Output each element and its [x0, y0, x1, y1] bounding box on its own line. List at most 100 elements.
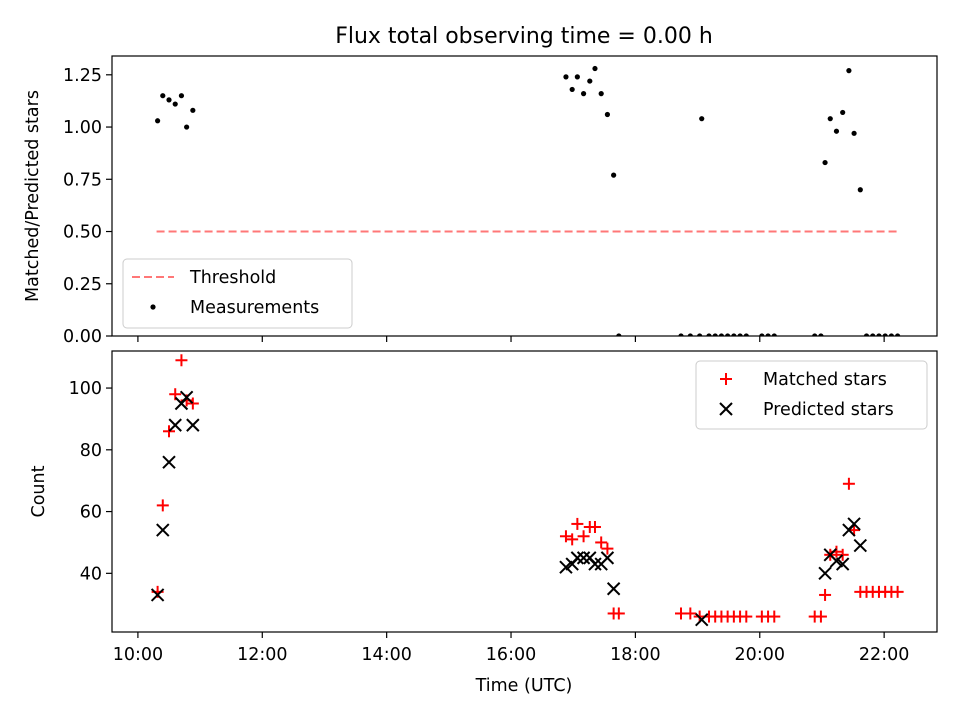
predicted-star-point — [186, 418, 200, 432]
measurement-point — [706, 333, 712, 336]
x-tick-label: 22:00 — [859, 645, 909, 665]
measurement-point — [870, 333, 876, 336]
matched-star-point — [601, 542, 614, 555]
measurement-point — [731, 333, 737, 336]
matched-star-point — [891, 585, 904, 598]
measurement-point — [771, 333, 777, 336]
y-tick-label: 1.00 — [63, 118, 102, 138]
measurement-point — [580, 91, 587, 97]
matched-star-point — [559, 530, 572, 543]
measurement-point — [725, 333, 731, 336]
y-tick-label: 1.25 — [63, 66, 102, 86]
measurement-point — [895, 333, 901, 336]
matched-star-point — [571, 517, 584, 530]
measurement-point — [718, 333, 725, 336]
y-tick-label: 100 — [69, 379, 102, 399]
matched-star-point — [175, 354, 188, 367]
measurement-point — [888, 333, 894, 336]
predicted-star-point — [588, 557, 602, 571]
y-tick-label: 80 — [80, 441, 102, 461]
measurement-point — [697, 333, 703, 336]
measurement-point — [155, 118, 161, 124]
measurement-point — [827, 116, 833, 122]
y-tick-label: 0.75 — [63, 170, 102, 190]
matched-star-point — [768, 610, 781, 623]
measurement-point — [840, 109, 846, 116]
measurement-point — [611, 172, 617, 178]
predicted-star-point — [576, 551, 591, 565]
matched-star-point — [740, 610, 753, 623]
matched-star-point — [163, 425, 176, 438]
predicted-star-point — [695, 612, 709, 627]
measurement-point — [876, 333, 882, 336]
measurement-point — [833, 128, 840, 134]
measurement-point — [818, 333, 824, 336]
matched-star-point — [595, 536, 608, 549]
x-tick-label: 18:00 — [610, 645, 660, 665]
count-y-axis-label: Count — [29, 465, 49, 517]
predicted-star-point — [168, 418, 182, 432]
predicted-legend-swatch — [719, 402, 733, 416]
measurements-legend-label: Measurements — [190, 298, 319, 318]
measurement-point — [184, 124, 190, 130]
measurement-point — [737, 333, 743, 336]
ratio-legend: Threshold Measurements — [122, 258, 353, 329]
measurement-point — [882, 333, 888, 336]
predicted-star-point — [847, 517, 861, 531]
count-plot-area: 40 60 80 100 10:00 12:00 14:00 16:00 18:00 20:00 2… — [69, 350, 938, 665]
measurement-point — [574, 74, 580, 80]
matched-star-point — [842, 477, 855, 490]
measurement-point — [699, 116, 705, 122]
x-axis-label: Time (UTC) — [475, 676, 573, 696]
x-tick-label: 12:00 — [237, 645, 287, 665]
measurement-point — [598, 91, 604, 97]
y-tick-label: 60 — [80, 503, 102, 523]
predicted-star-point — [156, 523, 170, 537]
measurements-legend-swatch — [150, 304, 156, 310]
matched-star-point — [577, 530, 590, 543]
measurement-point — [846, 68, 852, 74]
matched-star-point — [814, 610, 827, 623]
y-tick-label: 0.25 — [63, 275, 102, 295]
measurement-point — [160, 93, 166, 99]
measurement-point — [563, 74, 569, 80]
predicted-star-point — [570, 551, 585, 565]
measurement-point — [687, 333, 693, 336]
predicted-legend-label: Predicted stars — [763, 400, 894, 420]
matched-star-point — [819, 588, 832, 601]
predicted-star-point — [179, 390, 194, 405]
y-tick-label: 40 — [80, 564, 102, 584]
predicted-star-point — [162, 455, 176, 469]
measurement-point — [712, 333, 718, 336]
measurement-point — [190, 107, 196, 113]
matched-legend-label: Matched stars — [763, 370, 887, 390]
axes-frame — [111, 350, 938, 633]
measurement-point — [743, 333, 749, 336]
predicted-star-point — [835, 557, 850, 571]
measurement-point — [822, 159, 828, 166]
ratio-panel: Flux total observing time = 0.00 h 0.000… — [23, 24, 938, 347]
measurement-point — [857, 187, 863, 193]
measurement-point — [678, 333, 684, 336]
y-tick-label: 0.50 — [63, 223, 102, 243]
x-tick-label: 16:00 — [486, 645, 536, 665]
measurement-point — [592, 65, 598, 72]
axes-frame — [111, 55, 938, 337]
threshold-legend-label: Threshold — [189, 268, 276, 288]
ratio-plot-area: 0.00 0.25 0.50 0.75 1.00 1.25 — [63, 55, 938, 347]
predicted-star-point — [600, 551, 615, 565]
x-tick-label: 20:00 — [735, 645, 785, 665]
chart-title: Flux total observing time = 0.00 h — [335, 24, 713, 49]
measurement-point — [587, 78, 593, 84]
x-tick-label: 14:00 — [361, 645, 411, 665]
y-tick-label: 0.00 — [63, 327, 102, 347]
measurement-point — [765, 333, 771, 336]
data-marks — [150, 354, 904, 627]
measurement-point — [172, 101, 178, 107]
x-tick-label: 10:00 — [113, 645, 163, 665]
measurement-point — [569, 86, 575, 93]
matched-star-point — [588, 521, 601, 534]
measurement-point — [851, 130, 857, 136]
